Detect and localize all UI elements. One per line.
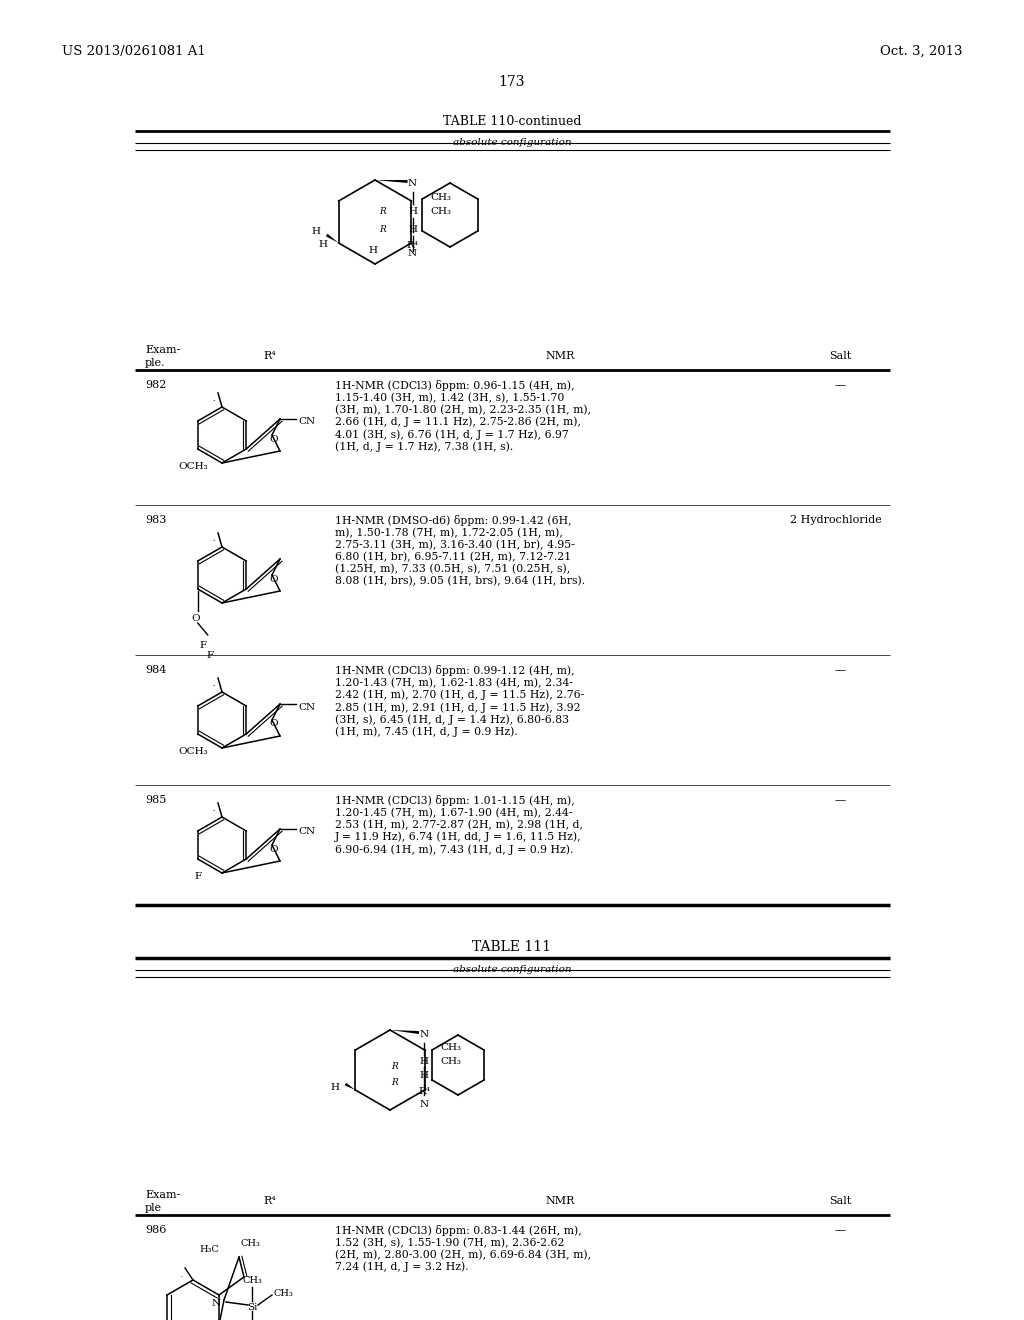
- Text: Salt: Salt: [828, 1196, 851, 1206]
- Polygon shape: [390, 1030, 419, 1034]
- Text: Si: Si: [247, 1304, 257, 1312]
- Text: —: —: [835, 1225, 846, 1236]
- Text: O: O: [269, 719, 279, 729]
- Text: 2 Hydrochloride: 2 Hydrochloride: [790, 515, 882, 525]
- Text: N: N: [420, 1030, 429, 1039]
- Text: CH₃: CH₃: [274, 1288, 294, 1298]
- Text: 986: 986: [145, 1225, 166, 1236]
- Text: CH₃: CH₃: [241, 1239, 261, 1247]
- Text: OCH₃: OCH₃: [178, 462, 208, 471]
- Text: Exam-: Exam-: [145, 1191, 180, 1200]
- Text: CN: CN: [298, 417, 315, 426]
- Text: F: F: [200, 642, 206, 649]
- Text: 984: 984: [145, 665, 166, 675]
- Text: 1H-NMR (CDCl3) δppm: 0.99-1.12 (4H, m),
1.20-1.43 (7H, m), 1.62-1.83 (4H, m), 2.: 1H-NMR (CDCl3) δppm: 0.99-1.12 (4H, m), …: [335, 665, 585, 737]
- Text: 173: 173: [499, 75, 525, 88]
- Text: H: H: [420, 1071, 428, 1080]
- Text: R: R: [391, 1063, 398, 1071]
- Text: O: O: [269, 574, 279, 583]
- Text: —: —: [835, 665, 846, 675]
- Text: CN: CN: [298, 702, 315, 711]
- Text: TABLE 110-continued: TABLE 110-continued: [442, 115, 582, 128]
- Text: CH₃: CH₃: [440, 1057, 461, 1067]
- Text: CH₃: CH₃: [430, 206, 452, 215]
- Text: R: R: [380, 207, 386, 216]
- Text: US 2013/0261081 A1: US 2013/0261081 A1: [62, 45, 206, 58]
- Text: H₃C: H₃C: [199, 1245, 219, 1254]
- Text: NMR: NMR: [546, 351, 574, 360]
- Text: OCH₃: OCH₃: [178, 747, 208, 756]
- Text: Oct. 3, 2013: Oct. 3, 2013: [880, 45, 962, 58]
- Text: CH₃: CH₃: [430, 193, 452, 202]
- Text: F: F: [195, 873, 202, 880]
- Text: •: •: [213, 809, 215, 813]
- Polygon shape: [375, 180, 408, 183]
- Text: R: R: [380, 226, 386, 235]
- Text: ple.: ple.: [145, 358, 166, 368]
- Text: CN: CN: [298, 828, 315, 837]
- Text: R⁴: R⁴: [407, 242, 419, 251]
- Text: H: H: [318, 240, 327, 249]
- Text: •: •: [181, 1275, 182, 1279]
- Text: 1H-NMR (CDCl3) δppm: 1.01-1.15 (4H, m),
1.20-1.45 (7H, m), 1.67-1.90 (4H, m), 2.: 1H-NMR (CDCl3) δppm: 1.01-1.15 (4H, m), …: [335, 795, 583, 854]
- Text: F: F: [206, 651, 213, 660]
- Text: TABLE 111: TABLE 111: [472, 940, 552, 954]
- Text: 983: 983: [145, 515, 166, 525]
- Text: 985: 985: [145, 795, 166, 805]
- Text: ple: ple: [145, 1203, 162, 1213]
- Text: •: •: [213, 539, 215, 543]
- Text: absolute configuration: absolute configuration: [453, 965, 571, 974]
- Text: •: •: [213, 684, 215, 688]
- Text: absolute configuration: absolute configuration: [453, 139, 571, 147]
- Text: O: O: [269, 434, 279, 444]
- Text: 982: 982: [145, 380, 166, 389]
- Text: N: N: [211, 1299, 220, 1308]
- Text: 1H-NMR (CDCl3) δppm: 0.96-1.15 (4H, m),
1.15-1.40 (3H, m), 1.42 (3H, s), 1.55-1.: 1H-NMR (CDCl3) δppm: 0.96-1.15 (4H, m), …: [335, 380, 591, 451]
- Text: N: N: [420, 1100, 429, 1109]
- Text: H: H: [408, 224, 417, 234]
- Polygon shape: [326, 234, 339, 243]
- Text: R⁴: R⁴: [263, 1196, 276, 1206]
- Text: Exam-: Exam-: [145, 345, 180, 355]
- Text: N: N: [408, 249, 417, 257]
- Text: CH₃: CH₃: [242, 1276, 262, 1284]
- Text: N: N: [408, 180, 417, 187]
- Text: H: H: [408, 207, 417, 216]
- Text: NMR: NMR: [546, 1196, 574, 1206]
- Text: O: O: [269, 845, 279, 854]
- Text: H: H: [311, 227, 321, 235]
- Text: CH₃: CH₃: [440, 1044, 461, 1052]
- Text: R⁴: R⁴: [418, 1088, 430, 1097]
- Text: 1H-NMR (DMSO-d6) δppm: 0.99-1.42 (6H,
m), 1.50-1.78 (7H, m), 1.72-2.05 (1H, m),
: 1H-NMR (DMSO-d6) δppm: 0.99-1.42 (6H, m)…: [335, 515, 585, 586]
- Text: •: •: [213, 399, 215, 403]
- Text: H: H: [420, 1056, 428, 1065]
- Text: H: H: [331, 1084, 339, 1093]
- Text: R⁴: R⁴: [263, 351, 276, 360]
- Text: H: H: [369, 246, 378, 255]
- Polygon shape: [345, 1082, 355, 1090]
- Text: —: —: [835, 380, 846, 389]
- Text: Salt: Salt: [828, 351, 851, 360]
- Text: 1H-NMR (CDCl3) δppm: 0.83-1.44 (26H, m),
1.52 (3H, s), 1.55-1.90 (7H, m), 2.36-2: 1H-NMR (CDCl3) δppm: 0.83-1.44 (26H, m),…: [335, 1225, 591, 1272]
- Text: —: —: [835, 795, 846, 805]
- Text: R: R: [391, 1078, 398, 1086]
- Text: O: O: [191, 614, 200, 623]
